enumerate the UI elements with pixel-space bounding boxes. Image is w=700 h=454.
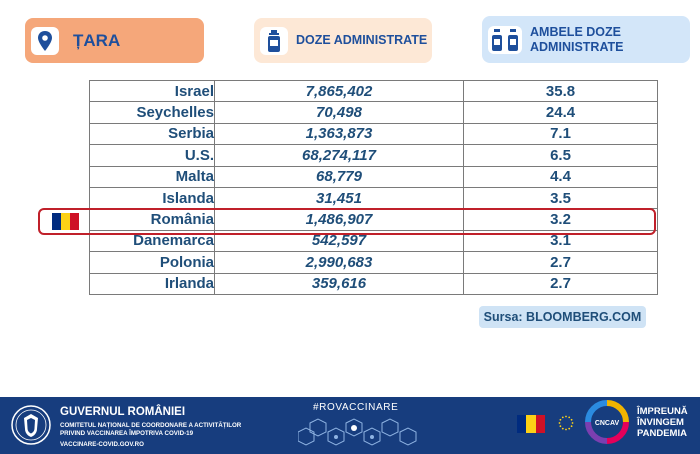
country-cell: Seychelles — [89, 101, 215, 124]
header-both-line2: ADMINISTRATE — [530, 39, 624, 54]
table-row: Israel 7,865,402 35.8 — [89, 79, 658, 103]
slogan-line3: PANDEMIA — [637, 428, 687, 439]
table-row: Polonia 2,990,683 2.7 — [89, 251, 658, 274]
header-country-label: ȚARA — [73, 31, 121, 50]
country-cell: Danemarca — [89, 229, 215, 253]
country-cell: Serbia — [89, 122, 215, 146]
committee-line2: PRIVIND VACCINAREA ÎMPOTRIVA COVID-19 — [60, 429, 194, 437]
header-both-line1: AMBELE DOZE — [530, 24, 621, 39]
campaign-slogan: ÎMPREUNĂ ÎNVINGEM PANDEMIA — [637, 406, 688, 439]
vaccination-table-body: Israel 7,865,402 35.8 Seychelles 70,498 … — [89, 79, 658, 295]
both-doses-cell: 35.8 — [463, 79, 658, 103]
country-cell: Polonia — [89, 251, 215, 274]
header-both-label: AMBELE DOZE ADMINISTRATE — [530, 25, 624, 55]
both-doses-cell: 7.1 — [463, 122, 658, 146]
both-doses-cell: 2.7 — [463, 251, 658, 274]
two-vaccine-vials-icon — [488, 25, 522, 54]
doses-cell: 68,779 — [214, 165, 464, 188]
country-cell: Irlanda — [89, 272, 215, 295]
romania-row-highlight — [38, 208, 656, 235]
footer-banner: GUVERNUL ROMÂNIEI COMITETUL NAȚIONAL DE … — [0, 397, 700, 454]
committee-name: COMITETUL NAȚIONAL DE COORDONARE A ACTIV… — [60, 422, 260, 437]
vaccination-table: Israel 7,865,402 35.8 Seychelles 70,498 … — [89, 79, 658, 295]
location-pin-icon — [31, 26, 59, 55]
header-doses: DOZE ADMINISTRATE — [254, 18, 432, 63]
campaign-logo-text: CNCAV — [595, 420, 620, 427]
both-doses-cell: 4.4 — [463, 165, 658, 188]
slogan-line2: ÎNVINGEM — [637, 417, 684, 428]
table-row: Irlanda 359,616 2.7 — [89, 272, 658, 295]
campaign-logo-icon: CNCAV — [585, 400, 629, 444]
eu-flag-icon — [557, 414, 575, 432]
doses-cell: 359,616 — [214, 272, 464, 295]
romania-flag-icon — [52, 213, 79, 230]
table-row: Seychelles 70,498 24.4 — [89, 101, 658, 124]
doses-cell: 31,451 — [214, 186, 464, 210]
coat-of-arms-icon — [11, 405, 51, 445]
both-doses-cell: 24.4 — [463, 101, 658, 124]
doses-cell: 1,363,873 — [214, 122, 464, 146]
doses-cell: 70,498 — [214, 101, 464, 124]
country-cell: Islanda — [89, 186, 215, 210]
campaign-hashtag: #ROVACCINARE — [313, 402, 399, 413]
table-row: Islanda 31,451 3.5 — [89, 186, 658, 210]
country-cell: Malta — [89, 165, 215, 188]
table-row: U.S. 68,274,117 6.5 — [89, 144, 658, 167]
country-cell: U.S. — [89, 144, 215, 167]
doses-cell: 68,274,117 — [214, 144, 464, 167]
both-doses-cell: 6.5 — [463, 144, 658, 167]
both-doses-cell: 2.7 — [463, 272, 658, 295]
doses-cell: 2,990,683 — [214, 251, 464, 274]
romania-flag-footer-icon — [517, 415, 545, 433]
table-row: Malta 68,779 4.4 — [89, 165, 658, 188]
header-doses-label: DOZE ADMINISTRATE — [296, 33, 428, 47]
both-doses-cell: 3.5 — [463, 186, 658, 210]
website-label: VACCINARE-COVID.GOV.RO — [60, 441, 144, 448]
hexagon-pattern-icon — [298, 418, 417, 446]
doses-cell: 7,865,402 — [214, 79, 464, 103]
source-label: Sursa: BLOOMBERG.COM — [479, 306, 646, 328]
country-cell: Israel — [89, 79, 215, 103]
committee-line1: COMITETUL NAȚIONAL DE COORDONARE A ACTIV… — [60, 422, 242, 429]
table-row: Serbia 1,363,873 7.1 — [89, 122, 658, 146]
header-country: ȚARA — [25, 18, 204, 63]
government-title: GUVERNUL ROMÂNIEI — [60, 406, 186, 418]
vaccine-vial-icon — [260, 26, 288, 55]
slogan-line1: ÎMPREUNĂ — [637, 406, 688, 417]
header-both-doses: AMBELE DOZE ADMINISTRATE — [482, 16, 690, 63]
